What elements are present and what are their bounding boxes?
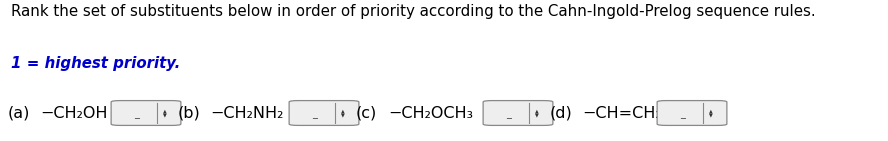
Text: (d): (d) <box>550 105 573 121</box>
Text: 1 = highest priority.: 1 = highest priority. <box>11 56 180 71</box>
Text: _: _ <box>313 109 317 119</box>
Text: ▼: ▼ <box>341 113 345 118</box>
Text: _: _ <box>506 109 511 119</box>
Text: −CH₂OH: −CH₂OH <box>40 105 107 121</box>
Text: _: _ <box>680 109 685 119</box>
FancyBboxPatch shape <box>289 101 359 125</box>
Text: (c): (c) <box>356 105 377 121</box>
Text: (a): (a) <box>8 105 30 121</box>
Text: −CH₂OCH₃: −CH₂OCH₃ <box>388 105 473 121</box>
Text: ▲: ▲ <box>535 108 539 113</box>
Text: Rank the set of substituents below in order of priority according to the Cahn-In: Rank the set of substituents below in or… <box>11 4 815 19</box>
Text: ▲: ▲ <box>163 108 167 113</box>
Text: ▼: ▼ <box>163 113 167 118</box>
Text: −CH=CH₂: −CH=CH₂ <box>582 105 662 121</box>
FancyBboxPatch shape <box>111 101 181 125</box>
Text: ▼: ▼ <box>535 113 539 118</box>
Text: −CH₂NH₂: −CH₂NH₂ <box>210 105 283 121</box>
Text: ▲: ▲ <box>709 108 712 113</box>
Text: ▲: ▲ <box>341 108 345 113</box>
Text: (b): (b) <box>178 105 201 121</box>
Text: _: _ <box>134 109 139 119</box>
Text: ▼: ▼ <box>709 113 712 118</box>
FancyBboxPatch shape <box>483 101 553 125</box>
FancyBboxPatch shape <box>657 101 727 125</box>
